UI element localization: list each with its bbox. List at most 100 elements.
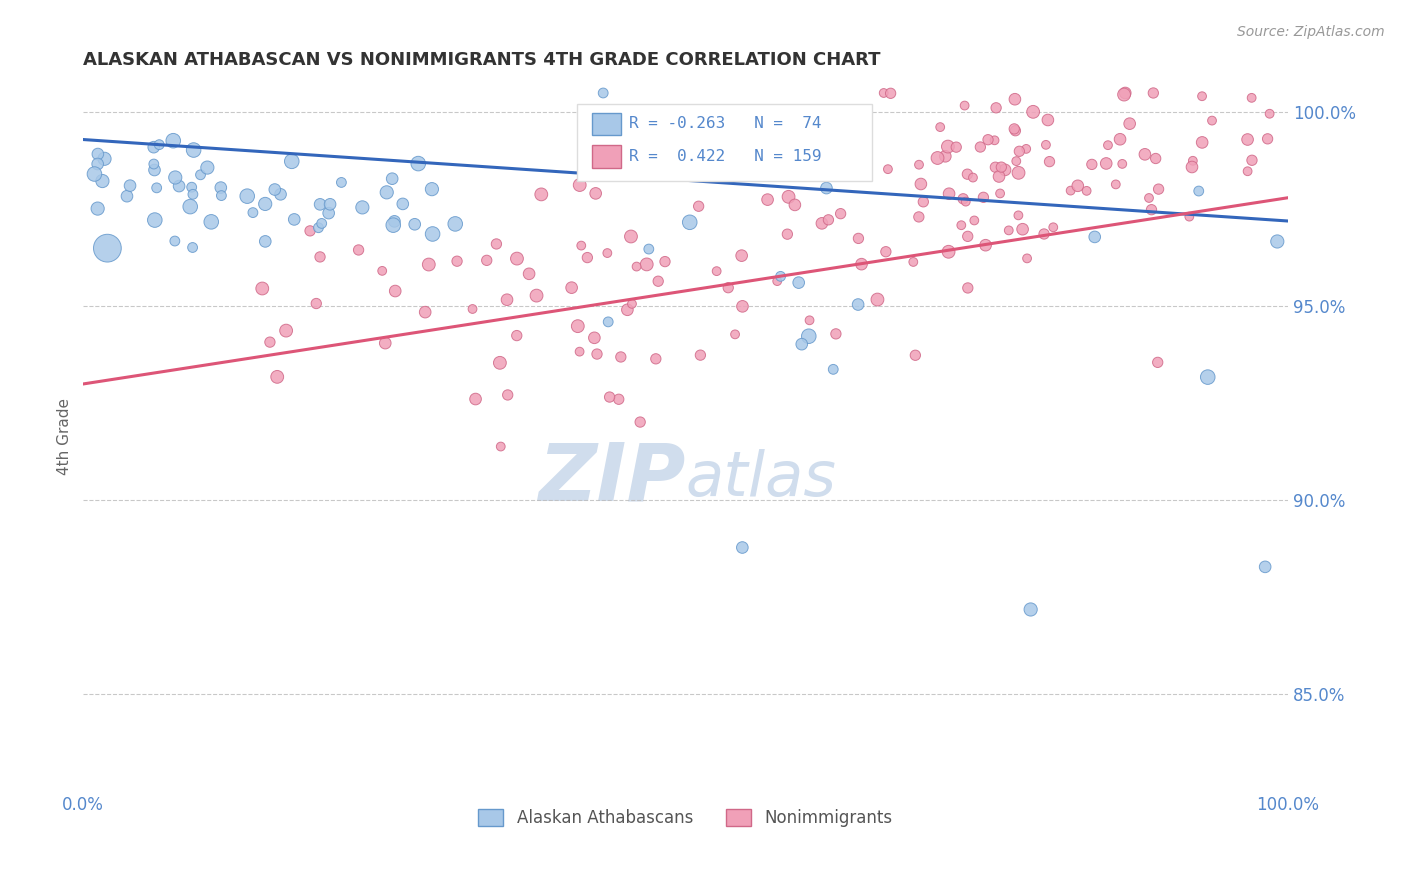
Point xyxy=(270,187,292,202)
Point xyxy=(796,167,818,181)
Point xyxy=(496,293,519,307)
Point xyxy=(1008,145,1031,159)
Point xyxy=(988,169,1011,184)
Point xyxy=(825,326,848,341)
Point xyxy=(1201,113,1223,128)
Point xyxy=(391,197,413,211)
Point xyxy=(962,170,984,185)
Point xyxy=(1112,87,1135,102)
Point xyxy=(309,250,332,264)
Point xyxy=(1033,227,1056,241)
Point xyxy=(706,264,728,278)
Point xyxy=(644,351,666,366)
Point xyxy=(1059,184,1081,198)
Point xyxy=(830,207,852,221)
Point xyxy=(374,336,396,351)
Point xyxy=(952,192,974,206)
Point xyxy=(955,194,977,209)
Point xyxy=(1258,107,1281,121)
Point xyxy=(717,281,740,295)
Point xyxy=(143,163,166,178)
Point xyxy=(1038,154,1060,169)
Text: R =  0.422   N = 159: R = 0.422 N = 159 xyxy=(628,149,821,164)
Point xyxy=(1254,559,1277,574)
Point xyxy=(875,244,897,259)
Point xyxy=(598,315,620,329)
Point xyxy=(485,236,508,251)
Point xyxy=(731,299,754,313)
Point xyxy=(1022,104,1045,119)
Point xyxy=(1197,370,1219,384)
Point xyxy=(628,415,651,429)
Legend: Alaskan Athabascans, Nonimmigrants: Alaskan Athabascans, Nonimmigrants xyxy=(472,803,900,834)
Point xyxy=(1076,184,1098,198)
Point xyxy=(1007,208,1029,222)
Point xyxy=(506,328,529,343)
Point xyxy=(1105,178,1128,192)
Point xyxy=(815,181,838,195)
Point xyxy=(475,253,498,268)
Point xyxy=(319,197,342,211)
Point xyxy=(1191,89,1213,103)
Point xyxy=(406,156,429,170)
Point xyxy=(592,86,614,100)
Point xyxy=(1240,91,1263,105)
Point xyxy=(1146,355,1168,369)
Point xyxy=(318,206,340,220)
Point xyxy=(142,140,165,154)
Point xyxy=(723,154,745,169)
Point xyxy=(956,167,979,181)
Point xyxy=(404,217,426,231)
Point xyxy=(375,186,398,200)
Point xyxy=(1147,182,1170,196)
Point xyxy=(167,179,190,194)
Point xyxy=(830,158,852,172)
Point xyxy=(963,213,986,227)
Point xyxy=(938,186,960,201)
Point xyxy=(820,169,842,184)
Point xyxy=(848,231,870,245)
Point xyxy=(382,218,405,232)
Point xyxy=(1002,122,1025,136)
Point xyxy=(165,170,187,185)
Point xyxy=(1109,132,1132,146)
Point xyxy=(1007,166,1029,180)
Point xyxy=(769,269,792,284)
Point xyxy=(281,154,304,169)
Point xyxy=(236,189,259,203)
Point xyxy=(636,257,658,271)
Point xyxy=(616,302,638,317)
Point xyxy=(799,313,821,327)
Point xyxy=(517,267,540,281)
Text: ZIP: ZIP xyxy=(538,440,686,518)
Point xyxy=(1011,222,1033,236)
Point xyxy=(254,235,277,249)
Point xyxy=(299,224,322,238)
Point xyxy=(1015,252,1038,266)
Point xyxy=(179,200,201,214)
Point xyxy=(254,197,277,211)
Point xyxy=(620,297,643,311)
Point xyxy=(489,440,512,454)
Point xyxy=(811,216,834,230)
Point xyxy=(464,392,486,406)
Point xyxy=(530,187,553,202)
Point xyxy=(384,214,406,228)
Point xyxy=(1133,147,1156,161)
Point xyxy=(307,220,329,235)
Point xyxy=(242,205,264,219)
Point xyxy=(817,212,839,227)
Point xyxy=(86,157,108,171)
Point xyxy=(689,348,711,362)
Point xyxy=(180,180,202,194)
Point xyxy=(984,101,1007,115)
Point xyxy=(1015,142,1038,156)
Point xyxy=(561,280,583,294)
Point xyxy=(1137,191,1160,205)
Point xyxy=(190,168,212,182)
Point xyxy=(569,238,592,252)
Point xyxy=(1097,138,1119,153)
Point xyxy=(790,337,813,351)
Point xyxy=(418,258,440,272)
Point xyxy=(908,158,931,172)
